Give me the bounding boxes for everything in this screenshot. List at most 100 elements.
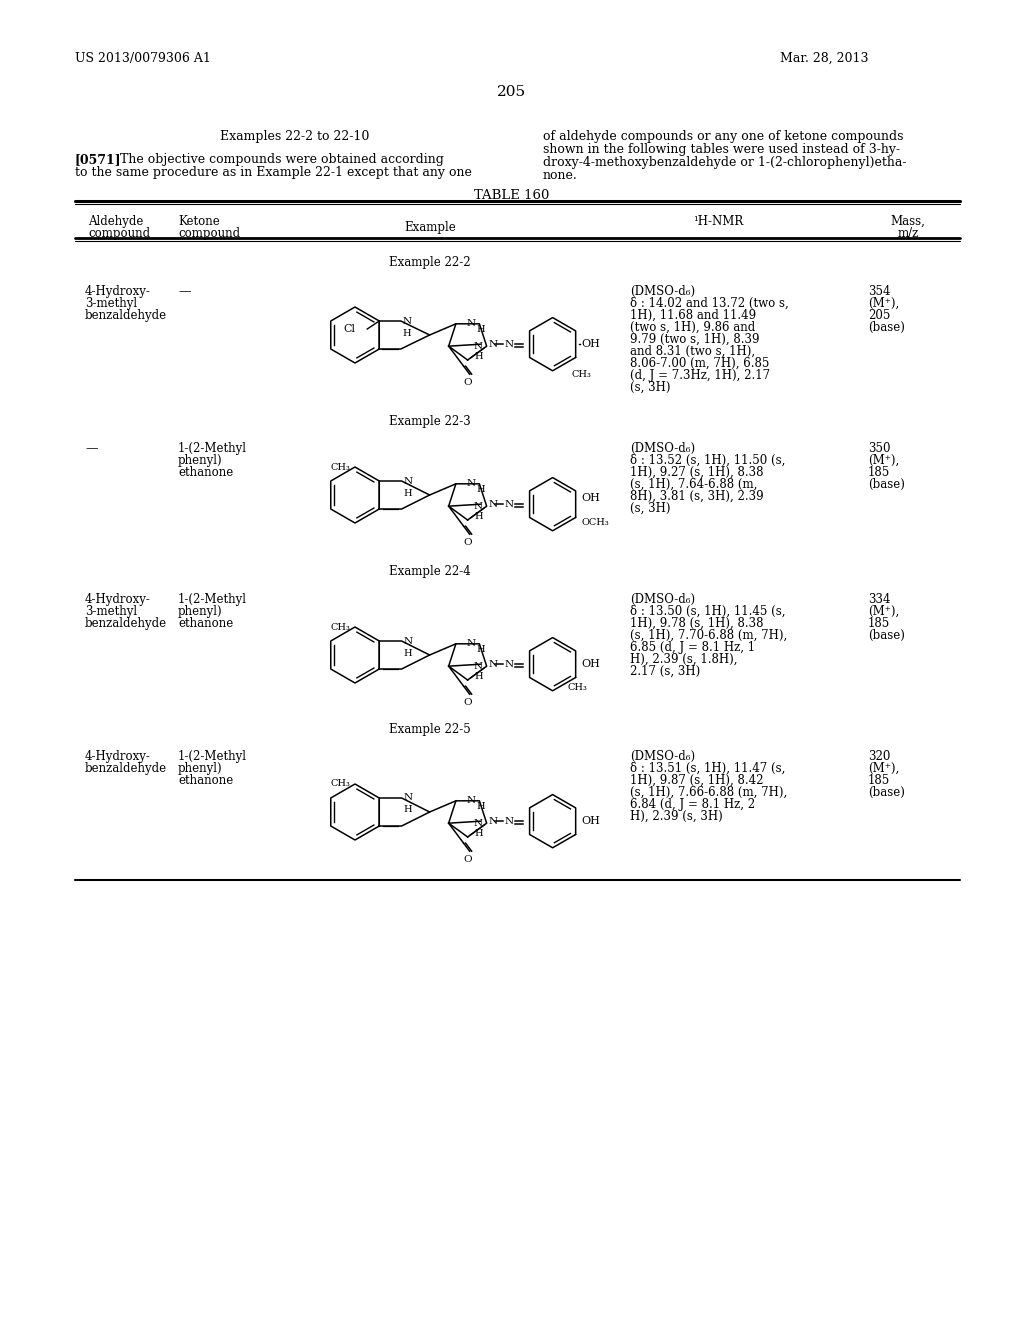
Text: ethanone: ethanone bbox=[178, 616, 233, 630]
Text: compound: compound bbox=[88, 227, 151, 240]
Text: Ketone: Ketone bbox=[178, 215, 220, 228]
Text: 8.06-7.00 (m, 7H), 6.85: 8.06-7.00 (m, 7H), 6.85 bbox=[630, 356, 769, 370]
Text: (DMSO-d₆): (DMSO-d₆) bbox=[630, 442, 695, 455]
Text: 1H), 9.27 (s, 1H), 8.38: 1H), 9.27 (s, 1H), 8.38 bbox=[630, 466, 764, 479]
Text: H: H bbox=[403, 805, 413, 814]
Text: 9.79 (two s, 1H), 8.39: 9.79 (two s, 1H), 8.39 bbox=[630, 333, 760, 346]
Text: to the same procedure as in Example 22-1 except that any one: to the same procedure as in Example 22-1… bbox=[75, 166, 472, 180]
Text: 4-Hydroxy-: 4-Hydroxy- bbox=[85, 750, 151, 763]
Text: N: N bbox=[488, 660, 498, 669]
Text: 1H), 11.68 and 11.49: 1H), 11.68 and 11.49 bbox=[630, 309, 756, 322]
Text: —: — bbox=[85, 442, 97, 455]
Text: H: H bbox=[474, 352, 482, 362]
Text: shown in the following tables were used instead of 3-hy-: shown in the following tables were used … bbox=[543, 143, 900, 156]
Text: 6.85 (d, J = 8.1 Hz, 1: 6.85 (d, J = 8.1 Hz, 1 bbox=[630, 642, 755, 653]
Text: (s, 3H): (s, 3H) bbox=[630, 502, 671, 515]
Text: N: N bbox=[505, 500, 514, 508]
Text: Mar. 28, 2013: Mar. 28, 2013 bbox=[780, 51, 868, 65]
Text: CH₃: CH₃ bbox=[572, 370, 592, 379]
Text: OH: OH bbox=[582, 494, 600, 503]
Text: (s, 1H), 7.70-6.88 (m, 7H),: (s, 1H), 7.70-6.88 (m, 7H), bbox=[630, 630, 787, 642]
Text: phenyl): phenyl) bbox=[178, 454, 222, 467]
Text: 2.17 (s, 3H): 2.17 (s, 3H) bbox=[630, 665, 700, 678]
Text: CH₃: CH₃ bbox=[330, 462, 350, 471]
Text: 3-methyl: 3-methyl bbox=[85, 605, 137, 618]
Text: H), 2.39 (s, 3H): H), 2.39 (s, 3H) bbox=[630, 810, 723, 822]
Text: 1-(2-Methyl: 1-(2-Methyl bbox=[178, 593, 247, 606]
Text: 1-(2-Methyl: 1-(2-Methyl bbox=[178, 442, 247, 455]
Text: N: N bbox=[403, 477, 413, 486]
Text: (DMSO-d₆): (DMSO-d₆) bbox=[630, 750, 695, 763]
Text: O: O bbox=[463, 855, 472, 865]
Text: (base): (base) bbox=[868, 785, 905, 799]
Text: CH₃: CH₃ bbox=[330, 780, 350, 788]
Text: δ : 13.52 (s, 1H), 11.50 (s,: δ : 13.52 (s, 1H), 11.50 (s, bbox=[630, 454, 785, 467]
Text: H: H bbox=[476, 325, 485, 334]
Text: (M⁺),: (M⁺), bbox=[868, 297, 899, 310]
Text: benzaldehyde: benzaldehyde bbox=[85, 762, 167, 775]
Text: (d, J = 7.3Hz, 1H), 2.17: (d, J = 7.3Hz, 1H), 2.17 bbox=[630, 370, 770, 381]
Text: H: H bbox=[476, 803, 485, 812]
Text: Example 22-3: Example 22-3 bbox=[389, 414, 471, 428]
Text: N: N bbox=[402, 317, 412, 326]
Text: N: N bbox=[473, 820, 482, 828]
Text: N: N bbox=[466, 479, 475, 488]
Text: 354: 354 bbox=[868, 285, 891, 298]
Text: OH: OH bbox=[582, 816, 600, 826]
Text: N: N bbox=[488, 817, 498, 826]
Text: N: N bbox=[473, 502, 482, 511]
Text: (M⁺),: (M⁺), bbox=[868, 605, 899, 618]
Text: 185: 185 bbox=[868, 774, 890, 787]
Text: δ : 13.51 (s, 1H), 11.47 (s,: δ : 13.51 (s, 1H), 11.47 (s, bbox=[630, 762, 785, 775]
Text: (base): (base) bbox=[868, 321, 905, 334]
Text: ethanone: ethanone bbox=[178, 466, 233, 479]
Text: (s, 1H), 7.66-6.88 (m, 7H),: (s, 1H), 7.66-6.88 (m, 7H), bbox=[630, 785, 787, 799]
Text: O: O bbox=[463, 539, 472, 548]
Text: H: H bbox=[474, 512, 482, 521]
Text: 4-Hydroxy-: 4-Hydroxy- bbox=[85, 593, 151, 606]
Text: CH₃: CH₃ bbox=[568, 682, 588, 692]
Text: ¹H-NMR: ¹H-NMR bbox=[693, 215, 743, 228]
Text: O: O bbox=[463, 379, 472, 387]
Text: phenyl): phenyl) bbox=[178, 605, 222, 618]
Text: δ : 14.02 and 13.72 (two s,: δ : 14.02 and 13.72 (two s, bbox=[630, 297, 788, 310]
Text: 4-Hydroxy-: 4-Hydroxy- bbox=[85, 285, 151, 298]
Text: 205: 205 bbox=[498, 84, 526, 99]
Text: 3-methyl: 3-methyl bbox=[85, 297, 137, 310]
Text: 185: 185 bbox=[868, 616, 890, 630]
Text: Example: Example bbox=[404, 220, 456, 234]
Text: ethanone: ethanone bbox=[178, 774, 233, 787]
Text: compound: compound bbox=[178, 227, 240, 240]
Text: N: N bbox=[488, 339, 498, 348]
Text: and 8.31 (two s, 1H),: and 8.31 (two s, 1H), bbox=[630, 345, 755, 358]
Text: H: H bbox=[474, 829, 482, 838]
Text: US 2013/0079306 A1: US 2013/0079306 A1 bbox=[75, 51, 211, 65]
Text: N: N bbox=[466, 639, 475, 648]
Text: N: N bbox=[505, 660, 514, 669]
Text: (base): (base) bbox=[868, 630, 905, 642]
Text: 8H), 3.81 (s, 3H), 2.39: 8H), 3.81 (s, 3H), 2.39 bbox=[630, 490, 764, 503]
Text: N: N bbox=[403, 793, 413, 803]
Text: m/z: m/z bbox=[897, 227, 919, 240]
Text: (DMSO-d₆): (DMSO-d₆) bbox=[630, 285, 695, 298]
Text: (s, 3H): (s, 3H) bbox=[630, 381, 671, 393]
Text: N: N bbox=[466, 319, 475, 329]
Text: 350: 350 bbox=[868, 442, 891, 455]
Text: N: N bbox=[505, 339, 514, 348]
Text: O: O bbox=[463, 698, 472, 708]
Text: δ : 13.50 (s, 1H), 11.45 (s,: δ : 13.50 (s, 1H), 11.45 (s, bbox=[630, 605, 785, 618]
Text: 6.84 (d, J = 8.1 Hz, 2: 6.84 (d, J = 8.1 Hz, 2 bbox=[630, 799, 755, 810]
Text: CH₃: CH₃ bbox=[330, 623, 350, 631]
Text: N: N bbox=[466, 796, 475, 805]
Text: (DMSO-d₆): (DMSO-d₆) bbox=[630, 593, 695, 606]
Text: H: H bbox=[476, 486, 485, 494]
Text: 1-(2-Methyl: 1-(2-Methyl bbox=[178, 750, 247, 763]
Text: Cl: Cl bbox=[343, 323, 355, 334]
Text: droxy-4-methoxybenzaldehyde or 1-(2-chlorophenyl)etha-: droxy-4-methoxybenzaldehyde or 1-(2-chlo… bbox=[543, 156, 906, 169]
Text: benzaldehyde: benzaldehyde bbox=[85, 616, 167, 630]
Text: 185: 185 bbox=[868, 466, 890, 479]
Text: OCH₃: OCH₃ bbox=[582, 517, 609, 527]
Text: H: H bbox=[403, 648, 413, 657]
Text: OH: OH bbox=[582, 659, 600, 669]
Text: TABLE 160: TABLE 160 bbox=[474, 189, 550, 202]
